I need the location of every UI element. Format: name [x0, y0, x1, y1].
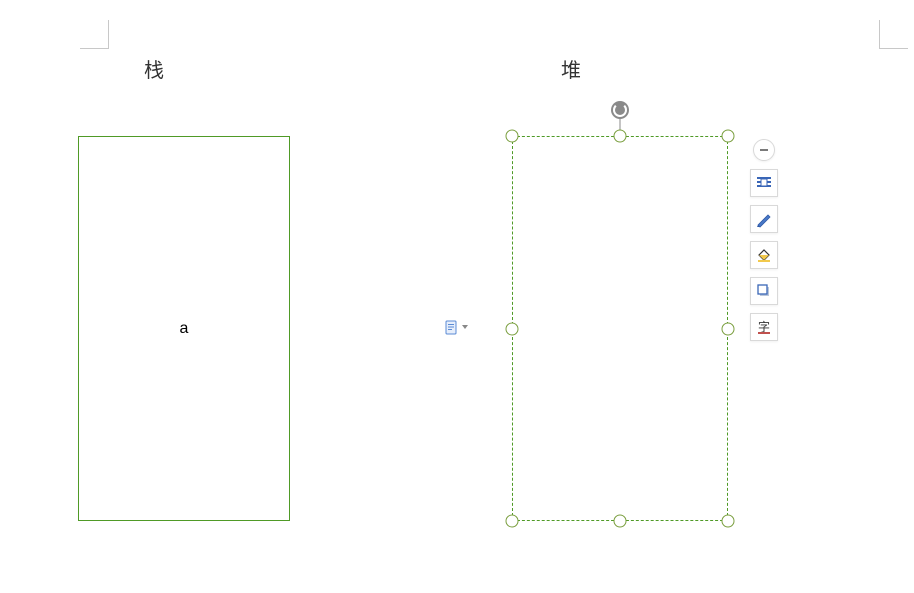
shape-effects-icon	[755, 282, 773, 300]
svg-text:字: 字	[758, 319, 770, 334]
minus-icon	[759, 145, 769, 155]
page-corner-top-left	[80, 20, 109, 49]
selection-handle[interactable]	[506, 130, 519, 143]
paste-options-button[interactable]	[445, 319, 468, 335]
stack-shape-text: a	[180, 320, 189, 338]
selection-handle[interactable]	[722, 130, 735, 143]
selection-handle[interactable]	[506, 322, 519, 335]
fill-bucket-button[interactable]	[750, 241, 778, 269]
text-style-icon: 字	[755, 318, 773, 336]
selection-handle[interactable]	[614, 515, 627, 528]
selection-handle[interactable]	[722, 515, 735, 528]
selection-handle[interactable]	[506, 515, 519, 528]
stack-rectangle-shape[interactable]: a	[78, 136, 290, 521]
left-label: 栈	[144, 54, 164, 83]
collapse-toolbar-button[interactable]	[753, 139, 775, 161]
selection-handle[interactable]	[614, 130, 627, 143]
shape-format-toolbar: 字	[750, 139, 778, 341]
rotate-handle[interactable]	[611, 101, 629, 119]
layout-options-button[interactable]	[750, 169, 778, 197]
outline-pen-button[interactable]	[750, 205, 778, 233]
text-style-button[interactable]: 字	[750, 313, 778, 341]
chevron-down-icon	[462, 325, 468, 329]
paste-icon	[445, 319, 459, 335]
pen-icon	[755, 210, 773, 228]
layout-options-icon	[755, 174, 773, 192]
selection-handle[interactable]	[722, 322, 735, 335]
heap-rectangle-shape[interactable]	[512, 136, 728, 521]
page-corner-top-right	[879, 20, 908, 49]
shape-effects-button[interactable]	[750, 277, 778, 305]
bucket-icon	[755, 246, 773, 264]
right-label: 堆	[561, 54, 581, 83]
